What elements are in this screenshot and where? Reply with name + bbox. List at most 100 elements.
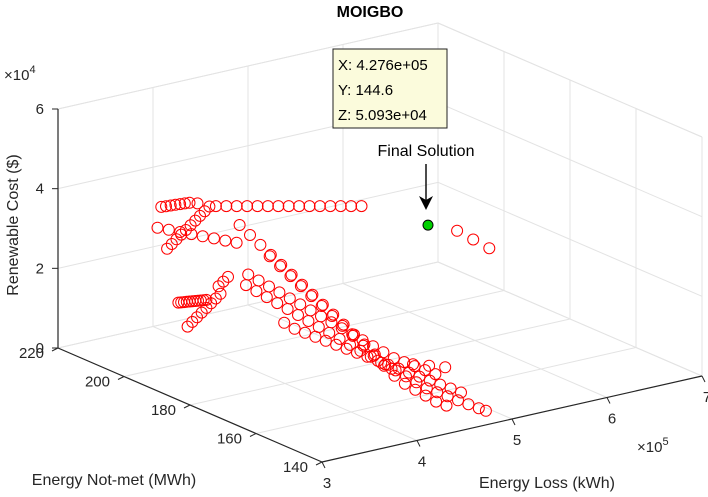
- data-point: [244, 229, 256, 241]
- data-point: [205, 297, 218, 310]
- data-point: [409, 383, 422, 396]
- data-point: [434, 378, 447, 391]
- x-tick-mark: [321, 461, 326, 469]
- data-point: [273, 286, 286, 299]
- data-point: [344, 338, 356, 351]
- x-tick-mark: [701, 375, 706, 383]
- data-point: [172, 296, 185, 309]
- final-solution-marker[interactable]: [422, 219, 434, 231]
- data-point: [165, 238, 178, 250]
- data-point: [220, 200, 233, 213]
- datatip[interactable]: X: 4.276e+05 Y: 144.6 Z: 5.093e+04: [332, 48, 448, 129]
- z-tick-label: 6: [36, 101, 44, 118]
- data-point: [479, 404, 492, 417]
- y-tick-label: 200: [85, 374, 110, 391]
- data-point: [183, 196, 196, 209]
- data-point: [483, 242, 496, 255]
- data-point: [203, 200, 216, 213]
- data-point: [292, 309, 304, 321]
- data-point: [303, 200, 316, 213]
- data-point: [413, 370, 426, 383]
- data-point: [272, 200, 285, 213]
- x-tick-label: 7: [703, 389, 708, 406]
- grid-line-z-side: [437, 102, 703, 218]
- data-point: [325, 316, 338, 329]
- x-tick-label: 4: [418, 454, 426, 471]
- data-point: [351, 346, 363, 359]
- data-point: [398, 377, 411, 390]
- final-solution-arrowhead: [419, 196, 433, 210]
- frame-edge: [57, 22, 439, 110]
- datatip-x: X: 4.276e+05: [338, 57, 428, 74]
- data-point: [315, 300, 328, 312]
- data-point: [241, 200, 254, 213]
- x-tick-mark: [606, 397, 611, 404]
- data-point: [400, 370, 412, 383]
- data-point: [208, 232, 220, 245]
- data-point: [423, 359, 436, 372]
- data-point: [195, 306, 208, 319]
- data-point: [305, 290, 318, 303]
- y-tick-mark: [183, 404, 191, 409]
- data-point: [355, 200, 368, 213]
- data-point: [340, 342, 353, 355]
- y-tick-label: 140: [283, 459, 308, 476]
- data-point: [410, 376, 423, 389]
- data-point: [375, 356, 388, 369]
- data-point: [200, 301, 213, 314]
- data-point: [263, 250, 276, 263]
- data-point: [285, 268, 298, 281]
- data-point: [189, 214, 202, 227]
- data-point: [261, 200, 274, 213]
- data-point: [293, 200, 306, 213]
- final-solution-label: Final Solution: [378, 143, 475, 160]
- data-point: [304, 304, 317, 317]
- data-point: [467, 233, 480, 246]
- data-point: [382, 358, 395, 371]
- data-point: [214, 287, 227, 300]
- data-point: [403, 366, 415, 379]
- data-point: [185, 228, 198, 241]
- data-point: [160, 200, 172, 213]
- datatip-z: Z: 5.093e+04: [338, 107, 427, 124]
- data-point: [170, 233, 183, 246]
- x-tick-label: 3: [323, 475, 331, 492]
- data-point: [186, 315, 199, 328]
- data-point: [354, 344, 367, 357]
- grid-line-z-side: [437, 181, 703, 297]
- data-point: [388, 369, 401, 382]
- data-point: [161, 242, 174, 255]
- data-point: [441, 390, 454, 403]
- data-point: [299, 326, 311, 339]
- frame-edge: [437, 22, 703, 138]
- data-point: [174, 226, 187, 238]
- data-point: [302, 315, 315, 327]
- datatip-box: [332, 48, 448, 129]
- data-point: [288, 322, 301, 335]
- data-point: [334, 200, 347, 213]
- data-point: [250, 285, 263, 298]
- data-point: [196, 230, 209, 243]
- svg-text:×104: ×104: [4, 64, 36, 84]
- data-point: [472, 402, 485, 415]
- data-point: [240, 279, 252, 292]
- data-point: [151, 221, 164, 234]
- data-point: [345, 200, 358, 213]
- data-point: [222, 270, 234, 283]
- data-point: [283, 292, 296, 305]
- data-point: [282, 200, 295, 213]
- data-point: [209, 200, 222, 213]
- data-point: [306, 288, 319, 301]
- data-point: [423, 374, 436, 387]
- data-point: [440, 399, 453, 412]
- y-tick-mark: [249, 433, 257, 437]
- data-point: [323, 326, 336, 339]
- data-point: [316, 298, 329, 311]
- data-point: [431, 386, 444, 399]
- svg-text:×105: ×105: [637, 436, 669, 456]
- x-tick-label: 5: [513, 432, 521, 449]
- data-point: [420, 382, 433, 395]
- data-point: [252, 274, 265, 287]
- datatip-y: Y: 144.6: [338, 82, 393, 99]
- data-point: [178, 197, 191, 210]
